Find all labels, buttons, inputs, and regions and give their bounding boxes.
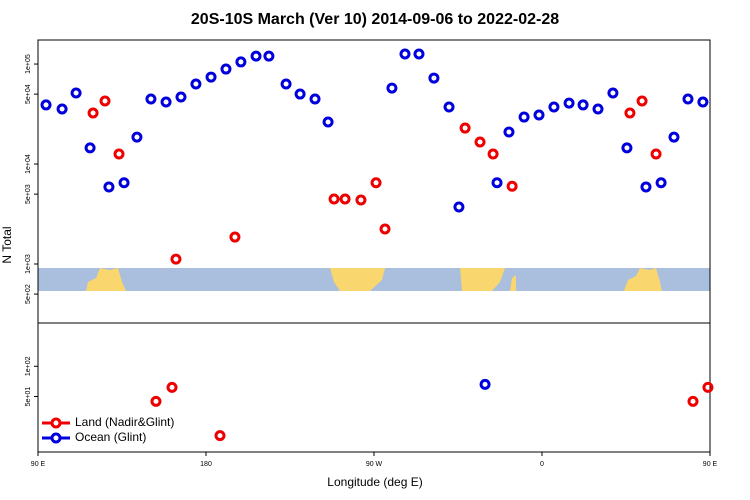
point bbox=[84, 142, 96, 154]
y-tick-label: 1e+02 bbox=[25, 356, 32, 376]
point bbox=[577, 99, 589, 111]
point bbox=[518, 111, 530, 123]
x-tick-label: 0 bbox=[540, 461, 544, 468]
point bbox=[103, 181, 115, 193]
point bbox=[668, 131, 680, 143]
point bbox=[702, 381, 714, 393]
point bbox=[131, 131, 143, 143]
point bbox=[459, 122, 471, 134]
point bbox=[214, 430, 226, 442]
y-tick-label: 1e+04 bbox=[25, 154, 32, 174]
legend-label: Ocean (Glint) bbox=[75, 430, 146, 444]
point bbox=[563, 97, 575, 109]
point bbox=[166, 381, 178, 393]
point bbox=[280, 78, 292, 90]
point bbox=[453, 201, 465, 213]
point bbox=[70, 87, 82, 99]
legend-marker bbox=[50, 417, 62, 429]
y-tick-label: 5e+04 bbox=[25, 84, 32, 104]
point bbox=[40, 99, 52, 111]
y-tick-label: 1e+05 bbox=[25, 54, 32, 74]
point bbox=[309, 93, 321, 105]
point bbox=[636, 95, 648, 107]
plot-frame bbox=[37, 39, 711, 453]
point bbox=[170, 253, 182, 265]
y-tick-label: 1e+03 bbox=[25, 254, 32, 274]
x-tick-label: 90 W bbox=[366, 461, 383, 468]
x-axis-label: Longitude (deg E) bbox=[327, 475, 422, 489]
point bbox=[650, 148, 662, 160]
point bbox=[339, 193, 351, 205]
point bbox=[503, 126, 515, 138]
x-tick-label: 90 E bbox=[31, 461, 46, 468]
point bbox=[145, 93, 157, 105]
point bbox=[479, 378, 491, 390]
point bbox=[533, 109, 545, 121]
point bbox=[624, 107, 636, 119]
point bbox=[506, 180, 518, 192]
point bbox=[621, 142, 633, 154]
chart-title: 20S-10S March (Ver 10) 2014-09-06 to 202… bbox=[191, 11, 559, 28]
point bbox=[322, 116, 334, 128]
y-tick-label: 5e+02 bbox=[25, 284, 32, 304]
point bbox=[682, 93, 694, 105]
point bbox=[386, 82, 398, 94]
x-tick-label: 90 E bbox=[703, 461, 718, 468]
y-axis-label: N Total bbox=[0, 226, 14, 263]
point bbox=[443, 101, 455, 113]
point bbox=[250, 50, 262, 62]
point bbox=[56, 103, 68, 115]
y-tick-label: 5e+03 bbox=[25, 184, 32, 204]
point bbox=[370, 177, 382, 189]
point bbox=[263, 50, 275, 62]
point bbox=[491, 177, 503, 189]
point bbox=[175, 91, 187, 103]
point bbox=[113, 148, 125, 160]
point bbox=[413, 48, 425, 60]
x-tick-label: 180 bbox=[200, 461, 212, 468]
point bbox=[160, 96, 172, 108]
point bbox=[607, 87, 619, 99]
point bbox=[99, 95, 111, 107]
point bbox=[355, 194, 367, 206]
point bbox=[548, 101, 560, 113]
point bbox=[687, 395, 699, 407]
legend-label: Land (Nadir&Glint) bbox=[75, 415, 174, 429]
point bbox=[150, 395, 162, 407]
point bbox=[220, 63, 232, 75]
point bbox=[229, 231, 241, 243]
point bbox=[399, 48, 411, 60]
point bbox=[294, 88, 306, 100]
point bbox=[235, 56, 247, 68]
point bbox=[592, 103, 604, 115]
point bbox=[190, 78, 202, 90]
point bbox=[379, 223, 391, 235]
point bbox=[205, 71, 217, 83]
point bbox=[328, 193, 340, 205]
legend-marker bbox=[50, 432, 62, 444]
point bbox=[428, 72, 440, 84]
point bbox=[87, 107, 99, 119]
point bbox=[697, 96, 709, 108]
point bbox=[655, 177, 667, 189]
point bbox=[118, 177, 130, 189]
point bbox=[640, 181, 652, 193]
map-strip bbox=[38, 268, 710, 291]
y-tick-label: 5e+01 bbox=[25, 387, 32, 407]
point bbox=[474, 136, 486, 148]
point bbox=[487, 148, 499, 160]
